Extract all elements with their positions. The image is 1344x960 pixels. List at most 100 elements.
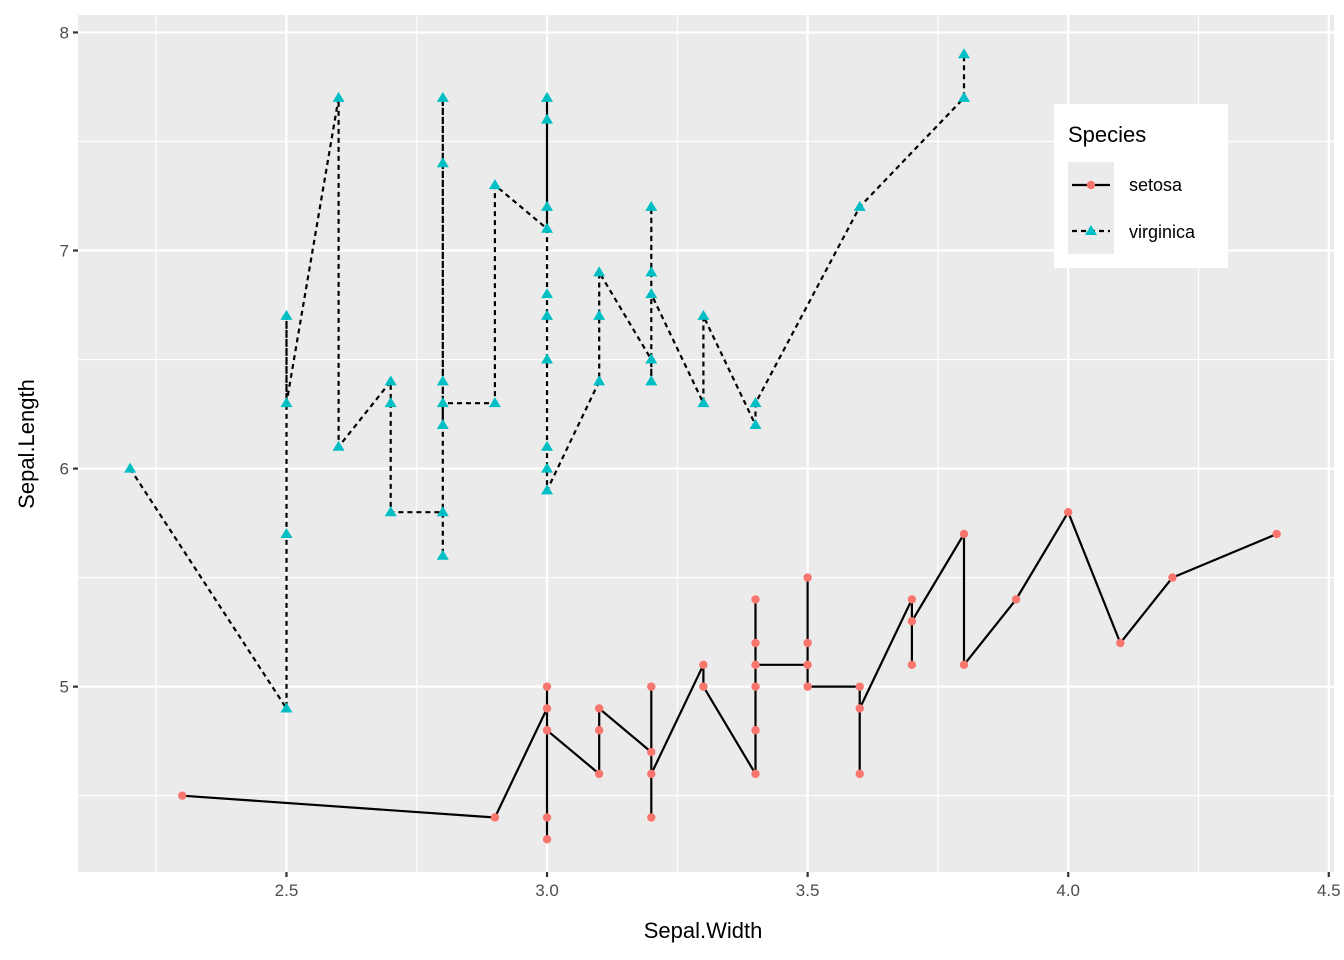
data-point-virginica xyxy=(645,200,658,211)
data-point-virginica xyxy=(436,91,449,102)
data-point-setosa xyxy=(647,747,656,757)
data-point-setosa xyxy=(1011,595,1021,604)
data-point-virginica xyxy=(436,397,449,408)
data-point-setosa xyxy=(594,726,604,735)
data-point-virginica xyxy=(541,353,554,364)
data-point-setosa xyxy=(647,682,656,691)
data-point-virginica xyxy=(280,397,293,408)
data-point-setosa xyxy=(803,638,812,648)
data-point-setosa xyxy=(1168,573,1177,582)
data-point-virginica xyxy=(280,309,293,320)
data-point-setosa xyxy=(542,704,552,713)
x-axis: 2.5 3.0 3.5 4.0 4.5 xyxy=(275,872,1341,900)
x-tick-label: 4.5 xyxy=(1317,881,1341,900)
data-point-setosa xyxy=(751,726,760,735)
data-point-virginica xyxy=(436,549,449,560)
x-tick-label: 3.0 xyxy=(535,881,559,900)
data-point-virginica xyxy=(645,375,658,386)
data-point-setosa xyxy=(855,682,864,691)
y-tick-label: 5 xyxy=(60,678,69,697)
data-point-setosa xyxy=(907,595,917,604)
legend-label-setosa: setosa xyxy=(1129,175,1183,195)
data-point-setosa xyxy=(803,573,812,582)
data-point-setosa xyxy=(959,660,969,670)
data-point-virginica xyxy=(749,418,762,429)
data-point-virginica xyxy=(384,397,397,408)
data-point-virginica xyxy=(436,157,449,168)
data-point-setosa xyxy=(803,660,812,670)
data-point-setosa xyxy=(751,769,760,779)
legend-label-virginica: virginica xyxy=(1129,222,1196,242)
data-point-virginica xyxy=(593,375,606,386)
data-point-virginica xyxy=(541,440,554,451)
data-point-setosa xyxy=(751,682,760,691)
data-point-setosa xyxy=(907,660,917,670)
data-point-setosa xyxy=(699,660,708,670)
data-point-virginica xyxy=(124,462,137,473)
data-point-virginica xyxy=(280,527,293,538)
y-tick-label: 7 xyxy=(60,242,69,261)
data-point-setosa xyxy=(855,769,864,779)
data-point-virginica xyxy=(697,397,710,408)
x-axis-title: Sepal.Width xyxy=(644,918,763,943)
data-point-setosa xyxy=(751,638,760,648)
data-point-virginica xyxy=(488,397,501,408)
legend-marker-virginica xyxy=(1085,225,1097,235)
data-point-virginica xyxy=(645,288,658,299)
data-point-setosa xyxy=(542,835,552,844)
data-point-setosa xyxy=(907,617,917,626)
data-point-virginica xyxy=(957,91,970,102)
x-tick-label: 4.0 xyxy=(1056,881,1080,900)
data-point-virginica xyxy=(749,397,762,408)
data-point-virginica xyxy=(332,91,345,102)
data-point-setosa xyxy=(751,595,760,604)
data-point-setosa xyxy=(855,704,864,713)
data-point-virginica xyxy=(436,375,449,386)
data-point-setosa xyxy=(647,813,656,822)
data-point-setosa xyxy=(1272,529,1281,539)
data-point-virginica xyxy=(541,222,554,233)
y-axis: 5 6 7 8 xyxy=(60,23,78,697)
data-point-virginica xyxy=(645,266,658,277)
data-point-virginica xyxy=(541,91,554,102)
data-point-virginica xyxy=(541,462,554,473)
data-point-setosa xyxy=(542,726,552,735)
data-point-virginica xyxy=(541,484,554,495)
data-point-setosa xyxy=(542,682,552,691)
data-point-setosa xyxy=(1116,638,1125,648)
data-point-virginica xyxy=(593,309,606,320)
y-axis-title: Sepal.Length xyxy=(14,379,39,509)
data-point-virginica xyxy=(541,288,554,299)
data-point-virginica xyxy=(436,506,449,517)
data-point-setosa xyxy=(178,791,187,800)
y-tick-label: 6 xyxy=(60,460,69,479)
data-point-virginica xyxy=(436,418,449,429)
data-point-setosa xyxy=(803,682,812,691)
data-point-virginica xyxy=(593,266,606,277)
data-point-setosa xyxy=(594,769,604,779)
data-point-virginica xyxy=(853,200,866,211)
data-point-virginica xyxy=(384,375,397,386)
data-point-virginica xyxy=(488,179,501,190)
legend: Species setosa virginica xyxy=(1054,104,1228,268)
data-point-setosa xyxy=(699,682,708,691)
data-point-virginica xyxy=(541,200,554,211)
data-point-virginica xyxy=(384,506,397,517)
data-point-virginica xyxy=(541,309,554,320)
series-points xyxy=(124,48,1281,844)
data-point-setosa xyxy=(1064,507,1073,517)
data-point-virginica xyxy=(541,113,554,124)
data-point-setosa xyxy=(751,660,760,670)
data-point-virginica xyxy=(332,440,345,451)
data-point-setosa xyxy=(490,813,500,822)
data-point-setosa xyxy=(594,704,604,713)
legend-marker-setosa xyxy=(1086,180,1096,190)
data-point-virginica xyxy=(957,48,970,59)
y-tick-label: 8 xyxy=(60,23,69,42)
legend-title: Species xyxy=(1068,122,1146,147)
data-point-setosa xyxy=(647,769,656,779)
data-point-setosa xyxy=(959,529,969,539)
x-tick-label: 2.5 xyxy=(275,881,299,900)
x-tick-label: 3.5 xyxy=(796,881,820,900)
